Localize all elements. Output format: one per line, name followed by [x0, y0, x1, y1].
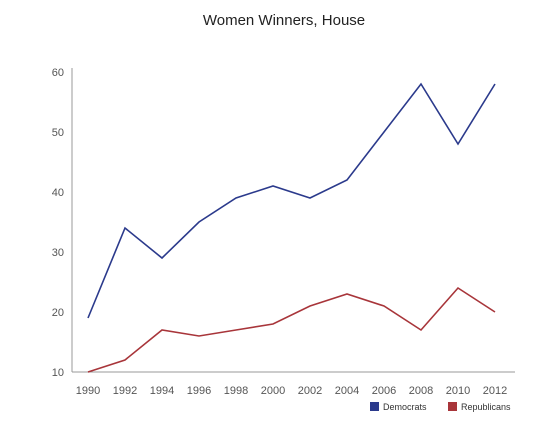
y-tick-label: 20 — [52, 307, 64, 319]
x-tick-label: 1990 — [76, 385, 100, 397]
y-tick-labels: 10 20 30 40 50 60 — [52, 67, 64, 379]
x-tick-label: 2004 — [335, 385, 359, 397]
y-tick-label: 40 — [52, 187, 64, 199]
legend-swatch-republicans — [448, 402, 457, 411]
series-line-democrats — [87, 82, 496, 319]
y-tick-label: 30 — [52, 247, 64, 259]
x-tick-label: 1994 — [150, 385, 174, 397]
legend-label-democrats: Democrats — [383, 402, 427, 412]
x-tick-label: 2000 — [261, 385, 285, 397]
legend-swatch-democrats — [370, 402, 379, 411]
x-tick-label: 2010 — [446, 385, 470, 397]
series-line-republicans — [87, 286, 496, 373]
x-tick-label: 2002 — [298, 385, 322, 397]
series-layer — [87, 82, 496, 373]
y-tick-label: 60 — [52, 67, 64, 79]
x-tick-labels: 1990 1992 1994 1996 1998 2000 2002 2004 2006 2008… — [76, 385, 507, 397]
legend-label-republicans: Republicans — [461, 402, 511, 412]
x-tick-label: 2006 — [372, 385, 396, 397]
x-tick-label: 1996 — [187, 385, 211, 397]
x-tick-label: 2012 — [483, 385, 507, 397]
y-tick-label: 50 — [52, 127, 64, 139]
chart-title: Women Winners, House — [203, 12, 365, 29]
legend: Democrats Republicans — [370, 402, 511, 412]
x-tick-label: 1992 — [113, 385, 137, 397]
y-tick-label: 10 — [52, 367, 64, 379]
x-tick-label: 2008 — [409, 385, 433, 397]
x-tick-label: 1998 — [224, 385, 248, 397]
